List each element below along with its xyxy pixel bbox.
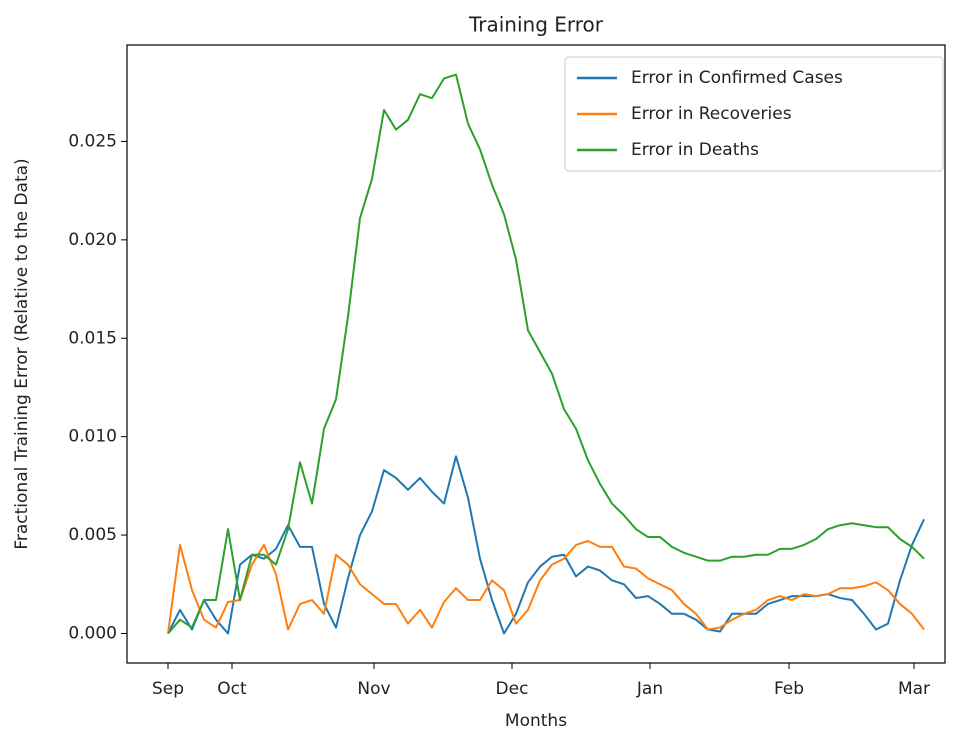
x-tick-label: Nov: [357, 679, 390, 699]
x-tick-label: Feb: [774, 679, 804, 699]
y-tick-label: 0.010: [68, 427, 117, 447]
y-axis-label: Fractional Training Error (Relative to t…: [12, 158, 32, 549]
legend-label: Error in Confirmed Cases: [631, 68, 843, 88]
x-tick-label: Sep: [152, 679, 184, 699]
y-tick-label: 0.000: [68, 623, 117, 643]
legend-label: Error in Deaths: [631, 140, 759, 160]
y-tick-label: 0.015: [68, 328, 117, 348]
x-tick-label: Oct: [217, 679, 247, 699]
chart-title: Training Error: [468, 13, 604, 37]
legend-box: [564, 56, 944, 172]
x-axis-label: Months: [505, 711, 567, 731]
x-tick-label: Dec: [496, 679, 529, 699]
series-line: [167, 73, 925, 635]
legend-label: Error in Recoveries: [631, 104, 792, 124]
y-tick-label: 0.025: [68, 131, 117, 151]
series-line: [167, 539, 925, 634]
y-tick-label: 0.005: [68, 525, 117, 545]
x-tick-label: Jan: [636, 679, 663, 699]
y-tick-label: 0.020: [68, 230, 117, 250]
x-tick-label: Mar: [898, 679, 930, 699]
plot-frame: [126, 44, 946, 664]
